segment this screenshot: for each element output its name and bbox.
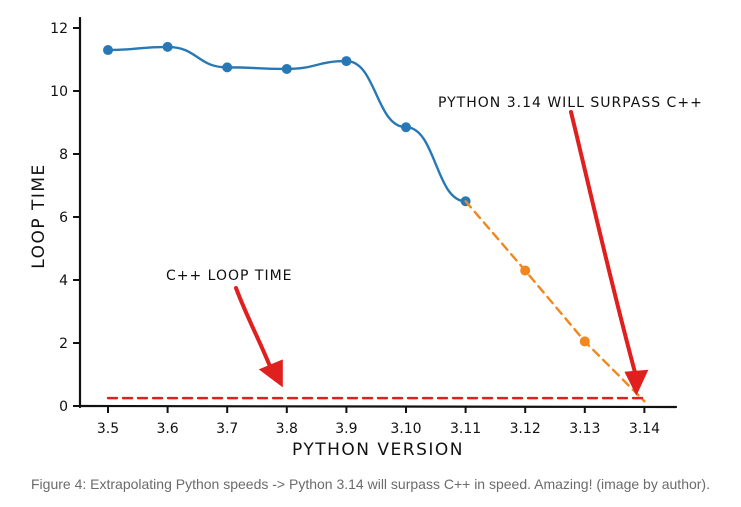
x-tick-label-3.9: 3.9 (335, 421, 357, 437)
x-tick-label-3.6: 3.6 (156, 421, 178, 437)
x-tick-label-3.13: 3.13 (569, 421, 600, 437)
annotation-cpp-loop-time: C++ LOOP TIME (166, 268, 293, 284)
chart-series (103, 41, 646, 403)
x-tick-label-3.7: 3.7 (216, 421, 238, 437)
y-tick-label-12: 12 (50, 21, 68, 37)
y-tick-label-0: 0 (59, 399, 68, 415)
point-python-3.7 (222, 62, 233, 73)
chart-annotations (234, 110, 649, 396)
y-tick-label-10: 10 (50, 84, 68, 100)
x-tick-label-3.14: 3.14 (629, 421, 660, 437)
point-python-3.8 (281, 63, 292, 74)
arrow-python-surpass-head (624, 369, 649, 396)
y-tick-label-8: 8 (59, 147, 68, 163)
arrow-cpp-loop-head (258, 359, 283, 388)
x-axis-label: PYTHON VERSION (292, 440, 464, 460)
x-tick-label-3.8: 3.8 (276, 421, 298, 437)
annotation-python-surpass: PYTHON 3.14 WILL SURPASS C++ (438, 95, 703, 111)
y-tick-label-4: 4 (59, 273, 68, 289)
x-tick-label-3.10: 3.10 (390, 421, 421, 437)
series-python-line (106, 45, 467, 203)
figure-caption: Figure 4: Extrapolating Python speeds ->… (31, 476, 710, 492)
point-extrapolated-3.13 (579, 336, 590, 347)
loop-time-chart: 3.5 3.6 3.7 3.8 3.9 3.10 3.11 3.12 3.13 3.14 0 2 4 6 8… (29, 16, 703, 460)
x-tick-label-3.12: 3.12 (510, 421, 541, 437)
y-tick-label-2: 2 (59, 336, 68, 352)
y-tick-label-6: 6 (59, 210, 68, 226)
point-python-3.5 (103, 45, 113, 56)
point-extrapolated-3.12 (520, 265, 531, 276)
arrow-cpp-loop-shaft (234, 286, 275, 376)
point-python-3.9 (341, 56, 352, 67)
point-python-3.6 (162, 41, 173, 52)
point-python-3.10 (401, 122, 411, 133)
x-tick-label-3.11: 3.11 (450, 421, 481, 437)
arrow-python-surpass-shaft (569, 110, 639, 380)
series-extrapolated-line (464, 200, 646, 403)
x-axis-line (78, 404, 678, 409)
x-tick-label-3.5: 3.5 (97, 421, 119, 437)
chart-axes (78, 16, 678, 409)
chart-ticks: 3.5 3.6 3.7 3.8 3.9 3.10 3.11 3.12 3.13 3.14 0 2 4 6 8… (50, 21, 660, 437)
y-axis-label: LOOP TIME (29, 163, 49, 269)
